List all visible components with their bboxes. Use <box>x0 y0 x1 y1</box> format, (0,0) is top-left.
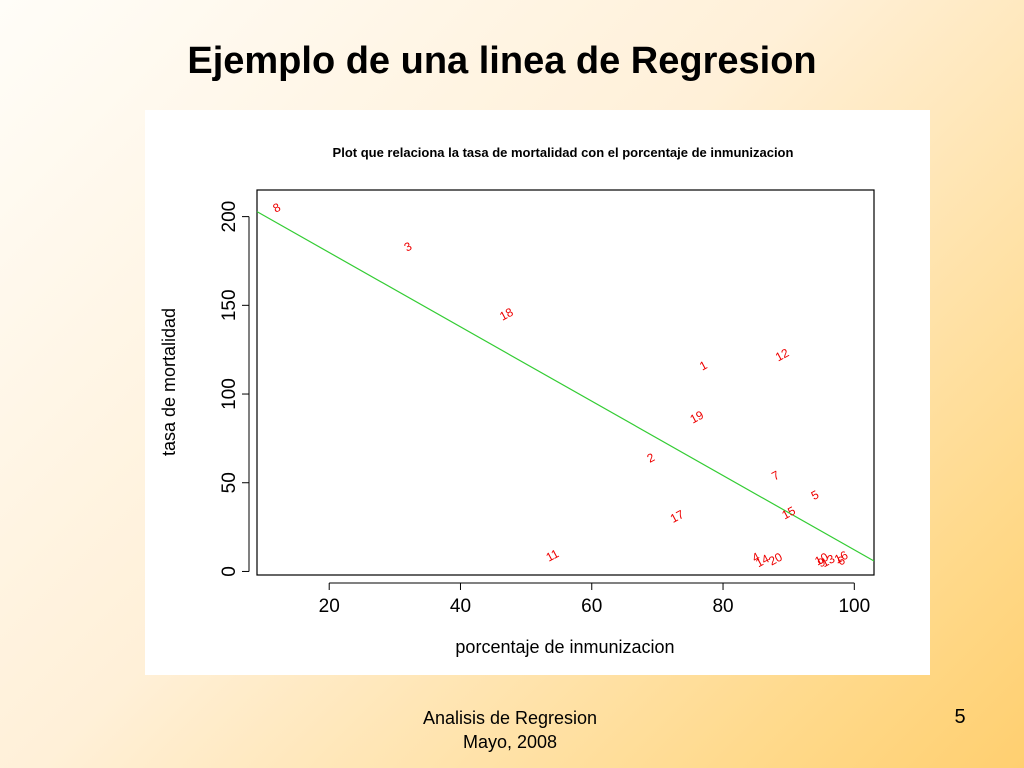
regression-line <box>256 211 875 562</box>
point-label-16: 16 <box>832 548 851 567</box>
x-tick-label: 100 <box>838 596 870 617</box>
chart-title: Plot que relaciona la tasa de mortalidad… <box>333 145 794 160</box>
point-label-20: 20 <box>766 550 785 569</box>
footer: Analisis de Regresion Mayo, 2008 <box>385 706 635 754</box>
slide-title: Ejemplo de una linea de Regresion <box>187 40 817 82</box>
y-axis: 0 50 100 150 200 <box>219 201 250 577</box>
point-label-2: 2 <box>645 450 658 466</box>
point-label-18: 18 <box>497 305 516 324</box>
plot-frame <box>256 189 875 576</box>
point-label-19: 19 <box>688 408 707 427</box>
point-label-7: 7 <box>769 468 782 484</box>
x-tick-label: 40 <box>450 596 471 617</box>
point-label-1: 1 <box>697 358 710 374</box>
point-label-11: 11 <box>544 546 562 564</box>
point-label-8: 8 <box>270 200 283 216</box>
point-label-5: 5 <box>809 487 822 503</box>
footer-date: Mayo, 2008 <box>462 732 558 752</box>
page-number: 5 <box>954 706 966 728</box>
point-label-10: 10 <box>812 550 831 569</box>
x-tick-label: 20 <box>319 596 340 617</box>
point-label-3: 3 <box>402 239 415 255</box>
point-label-14: 14 <box>753 551 772 570</box>
y-tick-label: 200 <box>219 201 240 233</box>
scatter-plot: Plot que relaciona la tasa de mortalidad… <box>159 145 875 657</box>
x-tick-label: 80 <box>712 596 733 617</box>
x-axis-label: porcentaje de inmunizacion <box>455 637 674 657</box>
point-label-13: 13 <box>819 551 838 570</box>
x-axis: 20 40 60 80 100 <box>319 582 870 617</box>
y-tick-label: 0 <box>219 566 240 577</box>
y-axis-label: tasa de mortalidad <box>159 308 179 456</box>
y-tick-label: 100 <box>219 378 240 410</box>
x-tick-label: 60 <box>581 596 602 617</box>
footer-course: Analisis de Regresion <box>422 708 598 728</box>
plot-panel: Plot que relaciona la tasa de mortalidad… <box>145 110 930 675</box>
point-label-12: 12 <box>773 346 792 365</box>
point-label-15: 15 <box>779 503 798 522</box>
y-tick-label: 50 <box>219 472 240 493</box>
y-tick-label: 150 <box>219 289 240 321</box>
point-label-17: 17 <box>668 507 687 526</box>
